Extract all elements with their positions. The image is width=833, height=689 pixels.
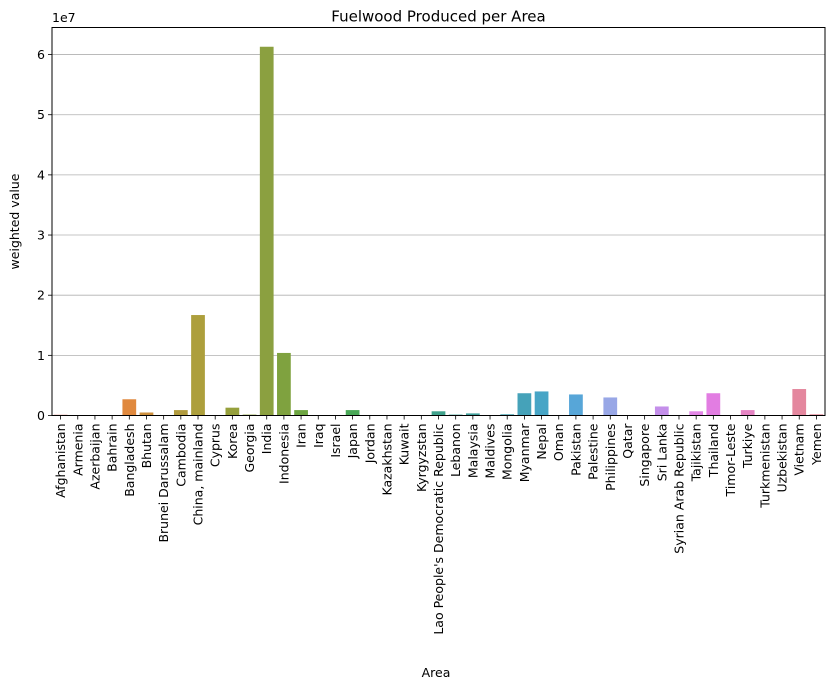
x-tick-label: Kyrgyzstan	[414, 424, 429, 493]
x-tick-label: Afghanistan	[53, 424, 68, 498]
x-tick-label: Singapore	[637, 423, 652, 486]
x-tick-label: Syrian Arab Republic	[671, 423, 686, 553]
x-tick-label: Uzbekistan	[775, 424, 790, 493]
bar	[569, 394, 583, 416]
bar	[792, 389, 807, 416]
x-axis-ticks: Afghanistan Armenia Azerbaijan Bahrain Bangl…	[53, 415, 824, 635]
bar	[500, 414, 515, 416]
x-tick-label: Kazakhstan	[379, 424, 394, 496]
x-tick-label: Israel	[328, 424, 343, 458]
y-tick-label: 5	[37, 107, 45, 122]
bar	[259, 46, 274, 416]
bar	[740, 410, 755, 416]
y-tick-label: 4	[37, 167, 45, 182]
bar	[277, 352, 291, 416]
x-tick-label: Sri Lanka	[654, 424, 669, 482]
bar	[534, 391, 549, 416]
y-tick-label: 0	[37, 408, 45, 423]
y-axis-title: weighted value	[7, 173, 22, 269]
x-tick-label: Qatar	[620, 423, 635, 459]
x-tick-label: Vietnam	[792, 424, 807, 476]
x-tick-label: Brunei Darussalam	[156, 424, 171, 543]
bar	[465, 413, 480, 416]
y-tick-label: 3	[37, 228, 45, 243]
x-tick-label: Jordan	[362, 424, 377, 465]
bar	[689, 411, 704, 416]
x-tick-label: Timor-Leste	[723, 423, 738, 497]
gridlines	[52, 54, 825, 356]
x-tick-label: Turkmenistan	[757, 424, 772, 509]
bar	[431, 411, 446, 416]
y-offset-label: 1e7	[52, 10, 76, 25]
x-tick-label: Maldives	[483, 424, 498, 479]
x-tick-label: Indonesia	[276, 424, 291, 484]
x-tick-label: Bangladesh	[122, 424, 137, 497]
bar	[225, 407, 240, 416]
bar	[654, 406, 669, 416]
y-axis-ticks: 0 1 2 3 4 5 6	[37, 47, 52, 423]
x-tick-label: Cambodia	[173, 424, 188, 487]
bar	[345, 410, 360, 416]
x-tick-label: Yemen	[809, 424, 824, 466]
y-tick-label: 2	[37, 288, 45, 303]
x-tick-label: Turkiye	[740, 423, 755, 469]
x-axis-title: Area	[422, 665, 451, 680]
x-tick-label: Armenia	[70, 424, 85, 476]
x-tick-label: Myanmar	[517, 423, 532, 483]
x-tick-label: Pakistan	[568, 424, 583, 476]
x-tick-label: Kuwait	[397, 423, 412, 465]
x-tick-label: India	[259, 424, 274, 455]
x-tick-label: Thailand	[706, 424, 721, 479]
x-tick-label: Tajikistan	[689, 424, 704, 483]
x-tick-label: Georgia	[242, 424, 257, 473]
bar	[603, 397, 618, 416]
bar	[139, 412, 154, 416]
x-tick-label: Bahrain	[105, 424, 120, 472]
x-tick-label: Iran	[294, 424, 309, 448]
x-tick-label: Azerbaijan	[87, 424, 102, 490]
bar	[173, 410, 188, 416]
y-tick-label: 6	[37, 47, 45, 62]
chart-title: Fuelwood Produced per Area	[331, 8, 545, 26]
bar	[191, 315, 205, 416]
x-tick-label: China, mainland	[191, 424, 206, 526]
y-tick-label: 1	[37, 348, 45, 363]
x-tick-label: Iraq	[311, 424, 326, 448]
bar	[517, 393, 532, 416]
plot-frame	[51, 27, 826, 416]
x-tick-label: Lao People's Democratic Republic	[431, 423, 446, 634]
x-tick-label: Philippines	[603, 424, 618, 491]
x-tick-label: Cyprus	[208, 424, 223, 468]
x-tick-label: Palestine	[586, 423, 601, 480]
x-tick-label: Nepal	[534, 424, 549, 460]
x-tick-label: Oman	[551, 424, 566, 462]
x-tick-label: Malaysia	[465, 424, 480, 479]
bar	[294, 410, 308, 416]
bar	[706, 393, 721, 416]
x-tick-label: Japan	[345, 424, 360, 460]
bars	[53, 46, 824, 416]
x-tick-label: Mongolia	[500, 424, 515, 481]
x-tick-label: Korea	[225, 424, 240, 459]
bar	[809, 414, 824, 416]
x-tick-label: Lebanon	[448, 424, 463, 478]
bar	[122, 399, 137, 416]
x-tick-label: Bhutan	[139, 424, 154, 469]
